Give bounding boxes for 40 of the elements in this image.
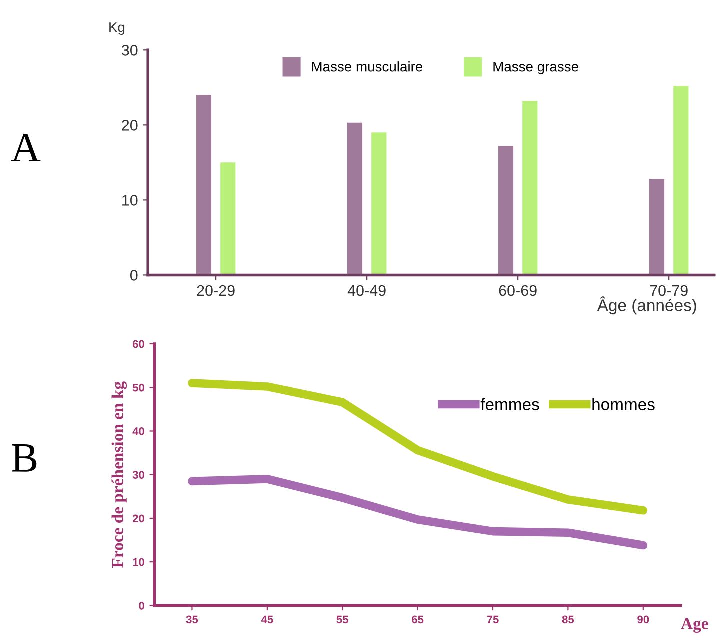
- y-tick-label: 20: [122, 120, 138, 131]
- bar: [674, 86, 689, 276]
- legend-label: Masse musculaire: [312, 62, 423, 72]
- bar: [196, 95, 212, 276]
- bar: [220, 162, 236, 276]
- y-tick-label: 60: [132, 340, 144, 348]
- y-tick-label: 0: [139, 602, 144, 610]
- x-tick-label: 65: [412, 616, 424, 624]
- bar: [498, 146, 514, 276]
- legend-label: femmes: [480, 398, 540, 410]
- x-tick-label: 70-79: [650, 285, 688, 296]
- bar: [372, 132, 387, 276]
- bar: [347, 122, 363, 276]
- y-tick-label: 40: [132, 428, 144, 436]
- legend-label: Masse grasse: [494, 62, 578, 75]
- text: B: [12, 444, 37, 472]
- x-tick-label: 20-29: [197, 285, 235, 296]
- y-tick-label: 0: [130, 270, 138, 281]
- x-tick-label: 35: [186, 616, 198, 624]
- x-tick-label: 40-49: [348, 285, 386, 296]
- y-tick-label: 30: [132, 471, 144, 480]
- y-axis-title: Kg: [110, 22, 125, 36]
- bar: [522, 101, 538, 276]
- text: A: [11, 134, 41, 162]
- legend-label: hommes: [592, 398, 655, 410]
- y-tick-label: 30: [122, 45, 138, 56]
- x-tick-label: 85: [562, 616, 574, 624]
- x-tick-label: 90: [638, 616, 650, 624]
- x-axis-title: Âge (années): [597, 296, 696, 315]
- y-tick-label: 10: [133, 558, 144, 566]
- x-tick-label: 75: [487, 616, 499, 624]
- x-tick-label: 60-69: [499, 285, 537, 296]
- y-tick-label: 10: [122, 195, 138, 206]
- y-axis-title: Froce de préhension en kg: [112, 382, 128, 568]
- x-axis-title: Age: [681, 618, 708, 633]
- x-tick-label: 45: [261, 616, 274, 624]
- y-tick-label: 20: [132, 514, 144, 523]
- x-tick-label: 55: [336, 616, 348, 624]
- bar: [649, 179, 665, 276]
- y-tick-label: 50: [132, 384, 144, 392]
